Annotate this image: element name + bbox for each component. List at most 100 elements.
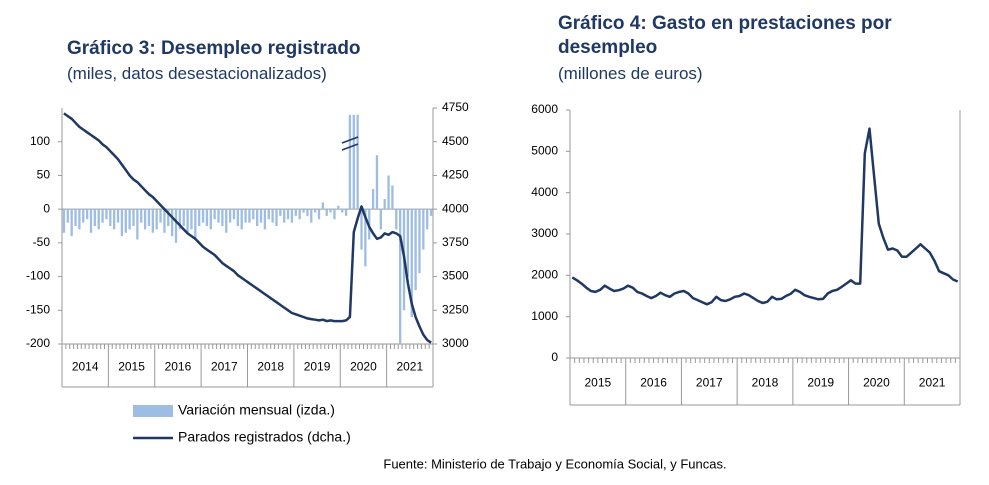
x-tick-label: 2016 <box>640 376 667 390</box>
bar <box>263 209 267 230</box>
line <box>571 127 959 306</box>
bar <box>62 209 66 233</box>
bar <box>379 209 382 230</box>
x-tick-label: 2020 <box>350 360 377 374</box>
source: Fuente: Ministerio de Trabajo y Economía… <box>383 456 726 471</box>
y-tick-label: 6000 <box>531 102 558 116</box>
x-tick-label: 2021 <box>396 360 423 374</box>
bar <box>371 188 375 210</box>
bar <box>163 209 166 233</box>
y-tick-label: 4000 <box>531 185 558 199</box>
bar <box>325 209 328 216</box>
bar <box>66 209 69 223</box>
bar <box>302 209 305 213</box>
bar <box>151 209 154 233</box>
bar <box>333 209 336 220</box>
line <box>63 112 432 344</box>
y-tick-label: -200 <box>26 336 50 350</box>
y-tick-label: 100 <box>30 134 50 148</box>
legend-label: Parados registrados (dcha.) <box>178 429 351 445</box>
y-tick-label: -150 <box>26 302 50 316</box>
plot <box>62 112 433 344</box>
x-tick-label: 2019 <box>807 376 834 390</box>
y-tick-label: -100 <box>26 269 50 283</box>
bar <box>317 209 321 220</box>
y-tick-label: 1000 <box>531 309 558 323</box>
bar <box>228 209 232 223</box>
x-tick-label: 2014 <box>72 360 99 374</box>
chart-title: Gráfico 3: Desempleo registrado <box>67 38 361 59</box>
bar <box>225 209 228 233</box>
bar <box>89 209 93 233</box>
y-tick-label: 0 <box>551 350 558 364</box>
bar <box>182 209 185 226</box>
bar <box>120 209 124 237</box>
bar <box>267 209 270 220</box>
y2-tick-label: 3500 <box>442 269 469 283</box>
plot <box>571 127 959 306</box>
bar <box>170 209 174 237</box>
bar <box>113 209 116 230</box>
x-tick-label: 2015 <box>585 376 612 390</box>
bar <box>143 209 147 230</box>
bar <box>310 209 313 223</box>
bar <box>93 209 97 226</box>
y2-tick-label: 3000 <box>442 336 469 350</box>
bar <box>248 209 251 223</box>
bar <box>205 209 209 226</box>
bar <box>85 209 89 220</box>
bar <box>124 209 127 233</box>
y2-tick-label: 4000 <box>442 201 469 215</box>
bar <box>221 209 224 226</box>
y-tick-label: 0 <box>43 201 50 215</box>
bar <box>271 209 274 223</box>
y2-tick-label: 4500 <box>442 134 469 148</box>
bar <box>259 209 263 223</box>
bar <box>418 209 421 274</box>
bar <box>140 209 143 223</box>
bar <box>426 209 429 230</box>
bar <box>321 202 325 210</box>
axis-break <box>341 143 359 151</box>
bar <box>356 114 359 210</box>
bar <box>194 209 197 240</box>
bar <box>360 209 363 250</box>
bar <box>398 209 402 344</box>
bar <box>78 209 81 230</box>
bar <box>213 209 216 220</box>
y-tick-label: -50 <box>33 235 51 249</box>
bar <box>128 209 131 230</box>
bar <box>174 209 178 243</box>
x-tick-label: 2016 <box>165 360 192 374</box>
bar <box>105 209 108 220</box>
bar <box>275 209 278 226</box>
bar <box>279 209 282 216</box>
bar <box>101 209 104 223</box>
bar <box>348 114 352 210</box>
axis-break <box>341 136 359 144</box>
bar <box>186 209 189 233</box>
bar <box>306 209 309 216</box>
bar <box>244 209 247 223</box>
bar <box>286 209 290 220</box>
bar <box>236 209 239 226</box>
bar <box>167 209 170 226</box>
y-tick-label: 50 <box>37 168 51 182</box>
bar <box>395 209 398 230</box>
bar <box>329 209 332 213</box>
x-tick-label: 2020 <box>863 376 890 390</box>
bar <box>97 209 100 230</box>
bar <box>252 209 255 220</box>
bar <box>383 199 386 210</box>
x-tick-label: 2018 <box>752 376 779 390</box>
y-tick-label: 5000 <box>531 144 558 158</box>
chart-subtitle: (miles, datos desestacionalizados) <box>67 64 327 83</box>
bar <box>201 209 205 223</box>
y2-tick-label: 3250 <box>442 302 469 316</box>
bar <box>414 209 417 291</box>
bar <box>341 209 344 213</box>
bar <box>147 209 151 226</box>
legend-swatch <box>133 405 173 417</box>
